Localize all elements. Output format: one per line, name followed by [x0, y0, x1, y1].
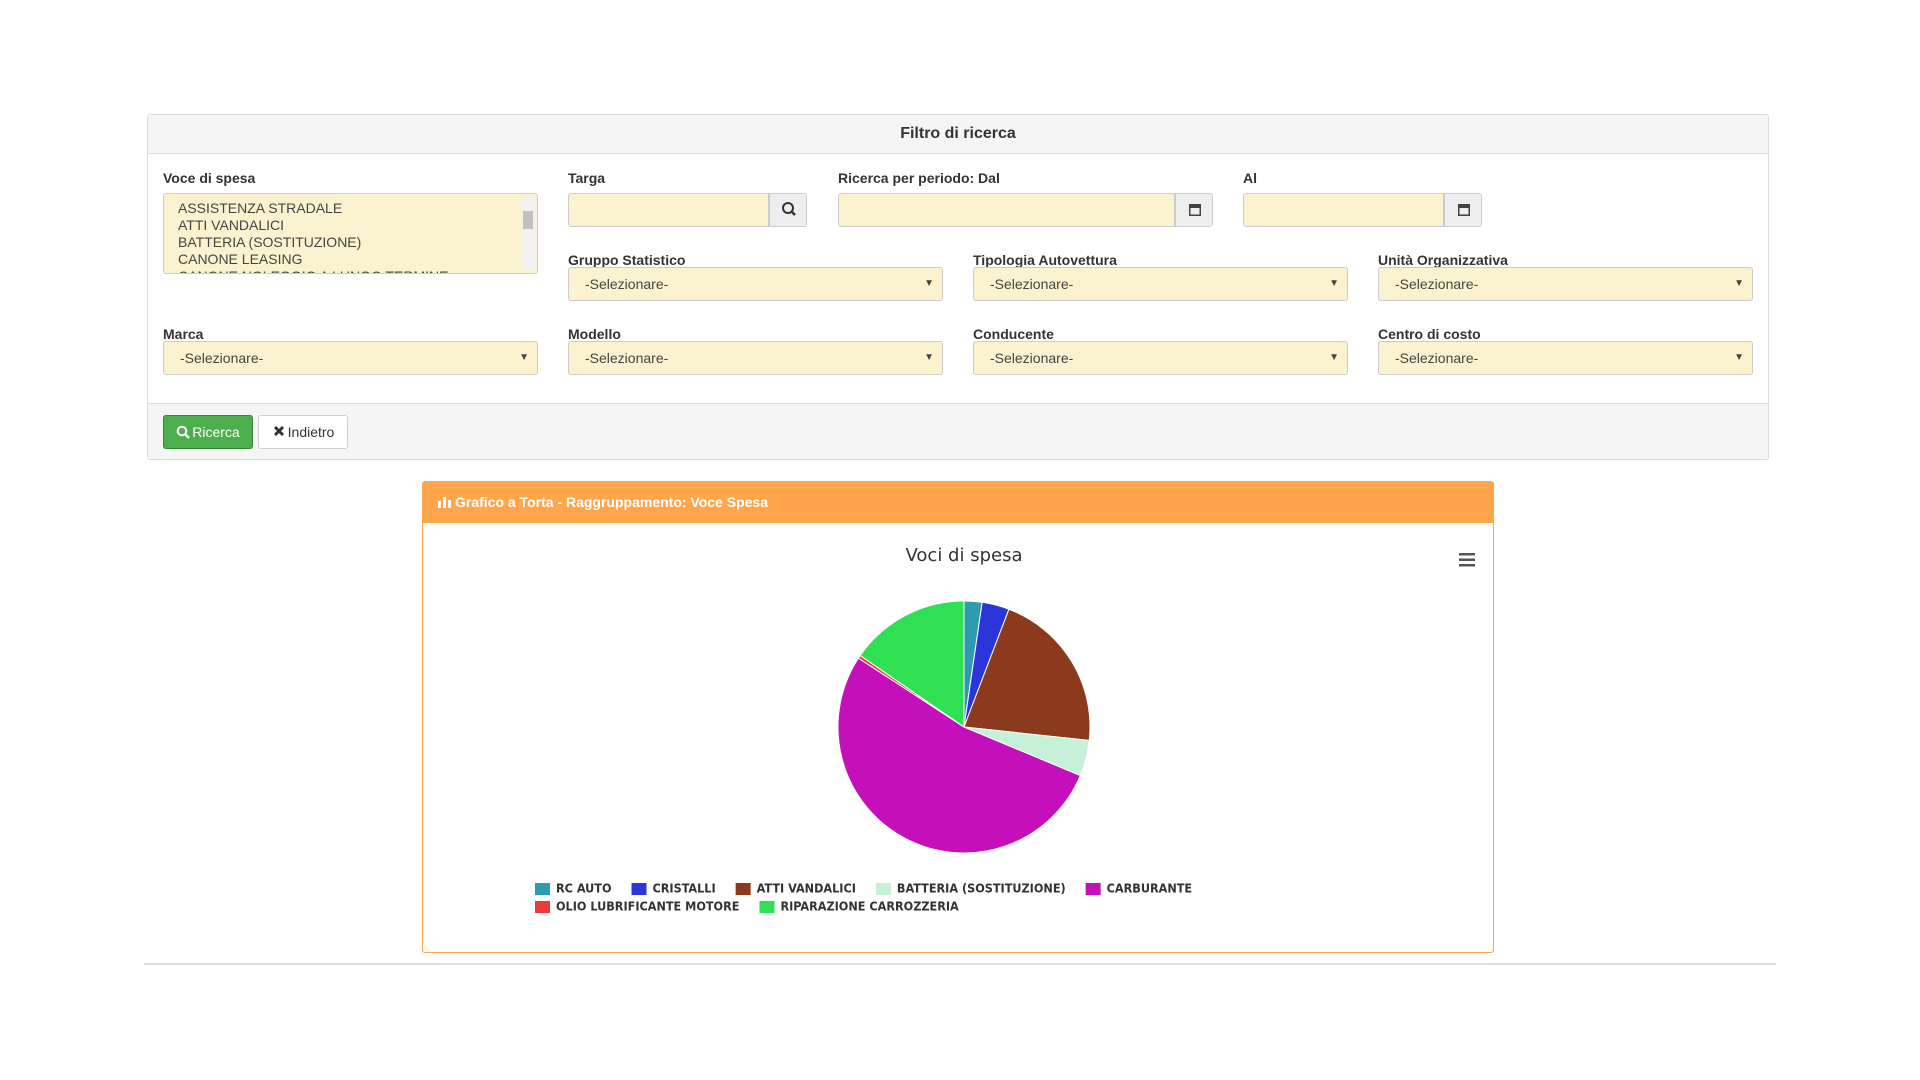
select[interactable]: -Selezionare- ▼: [163, 341, 538, 375]
legend-label: CARBURANTE: [1107, 881, 1192, 896]
chart-panel-header: Grafico a Torta - Raggruppamento: Voce S…: [423, 482, 1493, 523]
filter-panel: Filtro di ricerca: [147, 114, 1769, 460]
pie-slice: [859, 600, 965, 728]
field-label: Tipologia Autovettura: [973, 252, 1117, 268]
calendar-button[interactable]: [1444, 193, 1482, 227]
listbox-option[interactable]: BATTERIA (SOSTITUZIONE): [178, 234, 362, 250]
legend-label: RC AUTO: [556, 881, 612, 896]
select[interactable]: -Selezionare- ▼: [1378, 341, 1753, 375]
select[interactable]: -Selezionare- ▼: [973, 341, 1348, 375]
legend-label: ATTI VANDALICI: [757, 881, 856, 896]
field-label: Centro di costo: [1378, 326, 1481, 342]
field-label: Al: [1243, 170, 1257, 186]
listbox-option[interactable]: ATTI VANDALICI: [178, 217, 285, 233]
select[interactable]: -Selezionare- ▼: [568, 341, 943, 375]
field-label: Conducente: [973, 326, 1054, 342]
select-value: -Selezionare-: [585, 276, 669, 292]
caret: ▼: [1734, 278, 1744, 289]
legend-label: RIPARAZIONE CARROZZERIA: [780, 899, 959, 914]
listbox-option[interactable]: CANONE LEASING: [178, 251, 303, 267]
menu-icon[interactable]: [1459, 553, 1475, 567]
legend-label: OLIO LUBRIFICANTE MOTORE: [556, 899, 739, 914]
search-button[interactable]: Ricerca: [163, 415, 253, 449]
pie-slice: [837, 657, 1081, 854]
select-value: -Selezionare-: [990, 276, 1074, 292]
legend-swatch: [759, 901, 775, 913]
select[interactable]: -Selezionare- ▼: [1378, 267, 1753, 301]
filter-title: Filtro di ricerca: [148, 115, 1768, 154]
text-input[interactable]: [568, 193, 769, 227]
pie-slice: [963, 608, 1091, 741]
search-button[interactable]: [769, 193, 807, 227]
field-label: Targa: [568, 170, 606, 186]
select[interactable]: -Selezionare- ▼: [568, 267, 943, 301]
button-label: Indietro: [287, 424, 335, 440]
select-value: -Selezionare-: [990, 350, 1074, 366]
legend-swatch: [535, 901, 550, 913]
caret: ▼: [1329, 352, 1339, 363]
text-input[interactable]: [1243, 193, 1444, 227]
select[interactable]: -Selezionare- ▼: [973, 267, 1348, 301]
legend-swatch: [535, 883, 550, 895]
chart-title: Voci di spesa: [906, 545, 1023, 566]
bar-icon: [438, 497, 451, 508]
text-input[interactable]: [838, 193, 1175, 227]
legend-label: CRISTALLI: [653, 881, 716, 896]
legend-swatch: [875, 883, 891, 895]
legend-swatch: [631, 883, 647, 895]
listbox[interactable]: ASSISTENZA STRADALE ATTI VANDALICI BATTERI…: [163, 193, 538, 274]
select-value: -Selezionare-: [180, 350, 264, 366]
legend-swatch: [1085, 883, 1101, 895]
scrollbar-thumb: [523, 211, 533, 229]
select-value: -Selezionare-: [1395, 276, 1479, 292]
listbox-option[interactable]: ASSISTENZA STRADALE: [178, 200, 343, 216]
field-label: Ricerca per periodo: Dal: [838, 170, 1000, 186]
legend-label: BATTERIA (SOSTITUZIONE): [897, 881, 1066, 896]
button-label: Ricerca: [192, 424, 240, 440]
caret: ▼: [924, 352, 934, 363]
calendar-button[interactable]: [1175, 193, 1213, 227]
field-label: Modello: [568, 326, 621, 342]
caret: ▼: [924, 278, 934, 289]
select-value: -Selezionare-: [1395, 350, 1479, 366]
caret: ▼: [1329, 278, 1339, 289]
select-value: -Selezionare-: [585, 350, 669, 366]
legend-swatch: [735, 883, 751, 895]
back-button[interactable]: Indietro: [258, 415, 348, 449]
field-label: Unità Organizzativa: [1378, 252, 1508, 268]
caret: ▼: [519, 352, 529, 363]
field-label: Voce di spesa: [163, 170, 256, 186]
chart-panel: Grafico a Torta - Raggruppamento: Voce S…: [422, 481, 1494, 953]
field-label: Gruppo Statistico: [568, 252, 686, 268]
field-label: Marca: [163, 326, 204, 342]
caret: ▼: [1734, 352, 1744, 363]
filter-footer: [148, 403, 1768, 459]
chart-panel-title: Grafico a Torta - Raggruppamento: Voce S…: [455, 494, 768, 510]
listbox-option[interactable]: CANONE NOLEGGIO A LUNGO TERMINE: [178, 268, 507, 273]
